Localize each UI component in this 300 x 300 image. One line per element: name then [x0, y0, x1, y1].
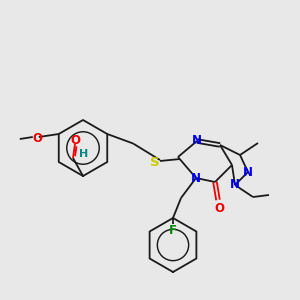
Text: N: N [230, 178, 240, 191]
Text: O: O [33, 131, 43, 145]
Text: O: O [214, 202, 224, 214]
Text: F: F [169, 224, 177, 236]
Text: N: N [191, 172, 201, 184]
Text: N: N [192, 134, 202, 148]
Text: O: O [70, 134, 80, 146]
Text: H: H [80, 149, 88, 159]
Text: S: S [150, 157, 160, 169]
Text: N: N [243, 166, 253, 178]
